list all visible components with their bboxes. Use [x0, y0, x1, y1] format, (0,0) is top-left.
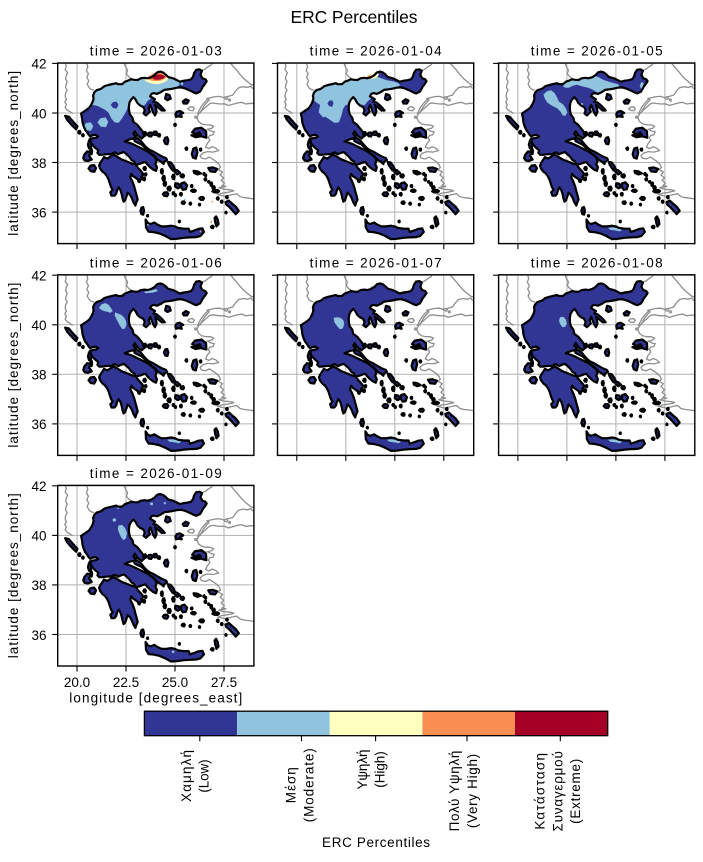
svg-text:38: 38	[31, 156, 46, 171]
svg-text:38: 38	[31, 578, 46, 593]
svg-text:Συναγερμού: Συναγερμού	[550, 751, 565, 831]
svg-text:40: 40	[31, 318, 46, 333]
svg-text:latitude [degrees_north]: latitude [degrees_north]	[6, 71, 21, 236]
svg-text:time = 2026-01-05: time = 2026-01-05	[531, 44, 663, 59]
svg-text:Πολύ Υψηλή: Πολύ Υψηλή	[447, 751, 462, 832]
svg-text:40: 40	[31, 106, 46, 121]
svg-text:time = 2026-01-08: time = 2026-01-08	[531, 255, 663, 270]
svg-text:longitude [degrees_east]: longitude [degrees_east]	[69, 690, 242, 705]
svg-text:time = 2026-01-03: time = 2026-01-03	[90, 44, 222, 59]
svg-text:25.0: 25.0	[162, 675, 188, 690]
svg-text:36: 36	[31, 628, 46, 643]
svg-text:36: 36	[31, 417, 46, 432]
svg-text:36: 36	[31, 205, 46, 220]
svg-text:Μέση: Μέση	[284, 767, 299, 803]
svg-text:20.0: 20.0	[64, 675, 90, 690]
svg-text:42: 42	[31, 57, 46, 72]
svg-text:time = 2026-01-04: time = 2026-01-04	[310, 44, 442, 59]
svg-text:latitude [degrees_north]: latitude [degrees_north]	[6, 493, 21, 658]
svg-text:latitude [degrees_north]: latitude [degrees_north]	[6, 283, 21, 448]
svg-text:time = 2026-01-09: time = 2026-01-09	[90, 466, 222, 481]
svg-text:38: 38	[31, 368, 46, 383]
svg-text:time = 2026-01-06: time = 2026-01-06	[90, 255, 222, 270]
svg-text:Υψηλή: Υψηλή	[355, 750, 370, 790]
svg-text:40: 40	[31, 529, 46, 544]
svg-text:Κατάσταση: Κατάσταση	[533, 753, 548, 830]
svg-text:(Low): (Low)	[197, 759, 212, 792]
svg-text:Χαμηλή: Χαμηλή	[179, 750, 194, 802]
svg-text:42: 42	[31, 269, 46, 284]
svg-text:ERC Percentiles: ERC Percentiles	[291, 7, 418, 27]
svg-text:(High): (High)	[372, 751, 387, 788]
svg-text:42: 42	[31, 479, 46, 494]
svg-text:time = 2026-01-07: time = 2026-01-07	[310, 255, 442, 270]
svg-text:(Very High): (Very High)	[465, 754, 480, 828]
svg-text:ERC Percentiles: ERC Percentiles	[322, 835, 430, 850]
svg-text:22.5: 22.5	[113, 675, 139, 690]
svg-text:(Extreme): (Extreme)	[568, 759, 583, 824]
svg-text:(Moderate): (Moderate)	[301, 748, 316, 822]
svg-text:27.5: 27.5	[211, 675, 237, 690]
